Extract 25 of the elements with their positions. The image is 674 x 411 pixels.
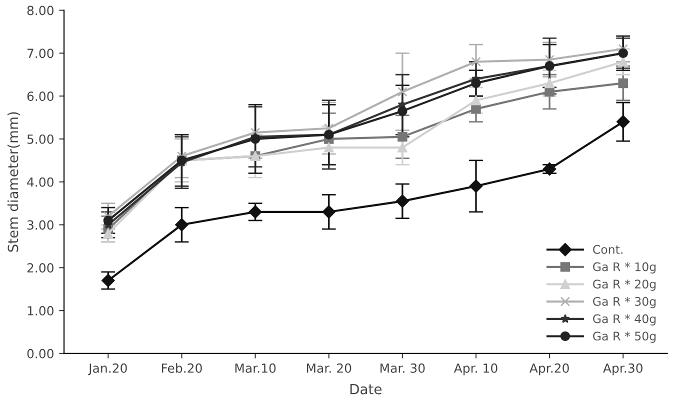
- x-tick-label: Apr.20: [529, 363, 569, 376]
- x-axis-title: Date: [350, 384, 382, 394]
- x-tick-label: Apr. 10: [454, 363, 498, 376]
- y-tick-label: 7.00: [28, 48, 54, 58]
- legend-label: Ga R * 40g: [593, 314, 656, 326]
- legend-label: Ga R * 30g: [593, 296, 656, 308]
- y-tick-label: 2.00: [27, 263, 54, 273]
- y-tick-label: 3.00: [27, 220, 54, 230]
- legend-label: Ga R * 20g: [593, 280, 656, 291]
- y-tick-label: 5.00: [27, 134, 54, 144]
- x-tick-label: Feb.20: [162, 363, 202, 373]
- x-tick-label: Apr.30: [603, 363, 642, 376]
- y-axis-title: Stem diameter(mm): [7, 112, 20, 252]
- y-tick-label: 4.00: [27, 177, 54, 187]
- y-tick-label: 8.00: [27, 6, 54, 16]
- y-tick-label: 6.00: [27, 92, 54, 101]
- legend-label: Cont.: [593, 244, 622, 254]
- x-tick-label: Jan.20: [88, 363, 127, 376]
- y-tick-label: 0.00: [27, 348, 54, 358]
- legend-label: Ga R * 10g: [593, 262, 656, 274]
- legend-label: Ga R * 50g: [593, 332, 656, 343]
- x-tick-label: Mar. 20: [306, 363, 352, 373]
- x-tick-label: Mar.10: [235, 363, 276, 373]
- x-tick-label: Mar. 30: [380, 363, 425, 373]
- y-tick-label: 1.00: [28, 306, 54, 316]
